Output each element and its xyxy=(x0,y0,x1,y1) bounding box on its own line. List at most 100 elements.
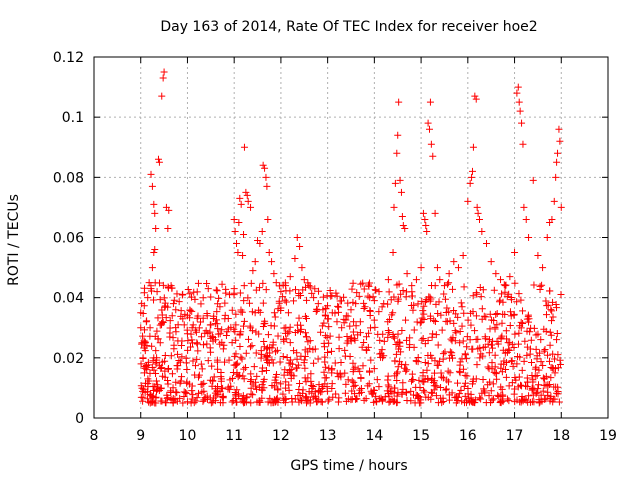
data-point-dense xyxy=(442,386,450,394)
data-point-dense xyxy=(467,390,475,398)
data-point-dense xyxy=(530,324,538,332)
data-point-dense xyxy=(326,332,334,340)
data-point-dense xyxy=(239,372,247,380)
data-point-dense xyxy=(379,330,387,338)
data-point-dense xyxy=(139,354,147,362)
data-point xyxy=(401,224,409,232)
data-point-dense xyxy=(165,365,173,373)
data-point-dense xyxy=(391,357,399,365)
data-point-dense xyxy=(204,357,212,365)
data-point-dense xyxy=(529,378,537,386)
data-point-dense xyxy=(325,323,333,331)
data-point-dense xyxy=(279,390,287,398)
data-point xyxy=(483,240,491,248)
data-point-dense xyxy=(505,290,513,298)
data-point-dense xyxy=(508,357,516,365)
data-point-dense xyxy=(519,397,527,405)
data-point-dense xyxy=(521,337,529,345)
data-point xyxy=(433,264,441,272)
data-point-dense xyxy=(370,316,378,324)
data-point-dense xyxy=(319,293,327,301)
data-point xyxy=(391,179,399,187)
data-point-dense xyxy=(517,381,525,389)
data-point xyxy=(440,282,448,290)
x-tick-label: 11 xyxy=(225,428,243,444)
data-point-dense xyxy=(281,279,289,287)
data-point xyxy=(234,249,242,257)
data-point xyxy=(233,240,241,248)
data-point-dense xyxy=(268,344,276,352)
data-point-dense xyxy=(433,361,441,369)
data-point-dense xyxy=(295,292,303,300)
data-point-dense xyxy=(173,389,181,397)
data-point-dense xyxy=(530,281,538,289)
data-point-dense xyxy=(500,360,508,368)
data-point-dense xyxy=(359,362,367,370)
data-point-dense xyxy=(344,376,352,384)
data-point-dense xyxy=(255,306,263,314)
data-point-dense xyxy=(491,323,499,331)
data-point-dense xyxy=(391,334,399,342)
data-point-dense xyxy=(503,348,511,356)
data-point-dense xyxy=(313,398,321,406)
data-point-dense xyxy=(505,397,513,405)
data-point-dense xyxy=(200,396,208,404)
data-point-dense xyxy=(418,336,426,344)
data-point-dense xyxy=(175,298,183,306)
data-point xyxy=(497,276,505,284)
data-point xyxy=(263,182,271,190)
data-point-dense xyxy=(187,399,195,407)
data-point xyxy=(300,276,308,284)
data-point-dense xyxy=(253,398,261,406)
data-point-dense xyxy=(214,325,222,333)
data-point-dense xyxy=(189,339,197,347)
data-point-dense xyxy=(282,298,290,306)
data-point xyxy=(550,197,558,205)
grid-lines xyxy=(94,57,608,418)
data-point-dense xyxy=(307,370,315,378)
x-tick-label: 16 xyxy=(459,428,477,444)
data-point-dense xyxy=(461,371,469,379)
data-point-dense xyxy=(177,342,185,350)
data-point-dense xyxy=(546,380,554,388)
data-point-dense xyxy=(221,358,229,366)
data-point-dense xyxy=(430,316,438,324)
data-point-dense xyxy=(269,338,277,346)
data-point xyxy=(471,92,479,100)
data-point-dense xyxy=(301,364,309,372)
data-point-dense xyxy=(222,332,230,340)
data-point xyxy=(384,276,392,284)
data-point-dense xyxy=(306,283,314,291)
data-point-dense xyxy=(429,330,437,338)
data-point-dense xyxy=(528,386,536,394)
data-point-dense xyxy=(457,299,465,307)
data-point-dense xyxy=(212,286,220,294)
data-point-dense xyxy=(179,399,187,407)
y-tick-label: 0 xyxy=(75,411,84,427)
data-point-dense xyxy=(222,285,230,293)
data-point-dense xyxy=(376,350,384,358)
data-point-dense xyxy=(424,393,432,401)
data-point-dense xyxy=(259,279,267,287)
data-point-dense xyxy=(533,355,541,363)
data-point-dense xyxy=(259,364,267,372)
data-point-dense xyxy=(328,347,336,355)
data-point xyxy=(422,221,430,229)
data-point-dense xyxy=(554,390,562,398)
data-point-dense xyxy=(183,365,191,373)
data-point-dense xyxy=(548,364,556,372)
data-point-dense xyxy=(536,398,544,406)
data-point-dense xyxy=(342,316,350,324)
data-point-dense xyxy=(282,384,290,392)
data-point-dense xyxy=(212,392,220,400)
data-point-dense xyxy=(228,398,236,406)
data-point-dense xyxy=(187,293,195,301)
data-point-dense xyxy=(168,312,176,320)
x-tick-label: 17 xyxy=(506,428,524,444)
data-point-dense xyxy=(213,287,221,295)
data-point-dense xyxy=(515,373,523,381)
data-point-dense xyxy=(162,314,170,322)
data-point xyxy=(520,203,528,211)
data-point-dense xyxy=(419,369,427,377)
data-point-dense xyxy=(403,366,411,374)
